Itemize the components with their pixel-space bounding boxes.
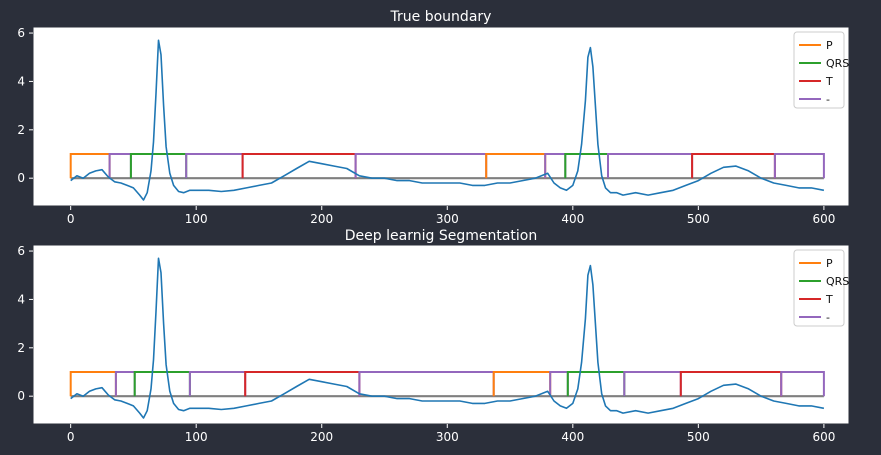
x-tick-label: 300 <box>436 430 459 444</box>
x-tick-label: 600 <box>812 430 835 444</box>
legend-label: QRS <box>826 57 849 70</box>
x-tick-label: 100 <box>185 430 208 444</box>
legend-label: - <box>826 311 830 324</box>
y-tick-label: 6 <box>17 26 25 40</box>
segment-none <box>780 371 825 397</box>
legend-label: P <box>826 39 833 52</box>
legend-box <box>793 31 845 109</box>
x-tick-label: 500 <box>687 212 710 226</box>
legend-label: QRS <box>826 275 849 288</box>
x-tick-label: 200 <box>310 430 333 444</box>
chart-title: Deep learnig Segmentation <box>345 228 537 244</box>
y-tick-label: 2 <box>17 341 25 355</box>
plot-area <box>32 244 850 425</box>
x-tick-label: 400 <box>561 212 584 226</box>
legend-label: - <box>826 93 830 106</box>
x-tick-label: 600 <box>812 212 835 226</box>
legend: P QRS T - <box>793 31 849 109</box>
chart-true-boundary: True boundary 0 100 200 300 400 500 600 0 2 4 6 P QR… <box>17 9 850 226</box>
x-tick-label: 0 <box>67 430 75 444</box>
segment-none <box>773 153 825 179</box>
plot-area <box>32 26 850 207</box>
x-tick-label: 200 <box>310 212 333 226</box>
y-tick-label: 4 <box>17 292 25 306</box>
chart-title: True boundary <box>390 9 492 25</box>
ecg-signal-line <box>70 39 825 201</box>
legend: P QRS T - <box>793 249 849 327</box>
chart-deep-learning-segmentation: Deep learnig Segmentation 0 100 200 300 400 5… <box>17 228 850 444</box>
legend-label: T <box>825 293 833 306</box>
legend-box <box>793 249 845 327</box>
y-tick-label: 2 <box>17 123 25 137</box>
x-tick-label: 300 <box>436 212 459 226</box>
y-tick-label: 0 <box>17 389 25 403</box>
y-tick-label: 0 <box>17 171 25 185</box>
x-tick-label: 500 <box>687 430 710 444</box>
x-tick-label: 400 <box>561 430 584 444</box>
x-tick-label: 0 <box>67 212 75 226</box>
y-tick-label: 6 <box>17 244 25 258</box>
y-tick-label: 4 <box>17 74 25 88</box>
legend-label: P <box>826 257 833 270</box>
x-tick-label: 100 <box>185 212 208 226</box>
ecg-signal-line <box>70 257 825 419</box>
legend-label: T <box>825 75 833 88</box>
